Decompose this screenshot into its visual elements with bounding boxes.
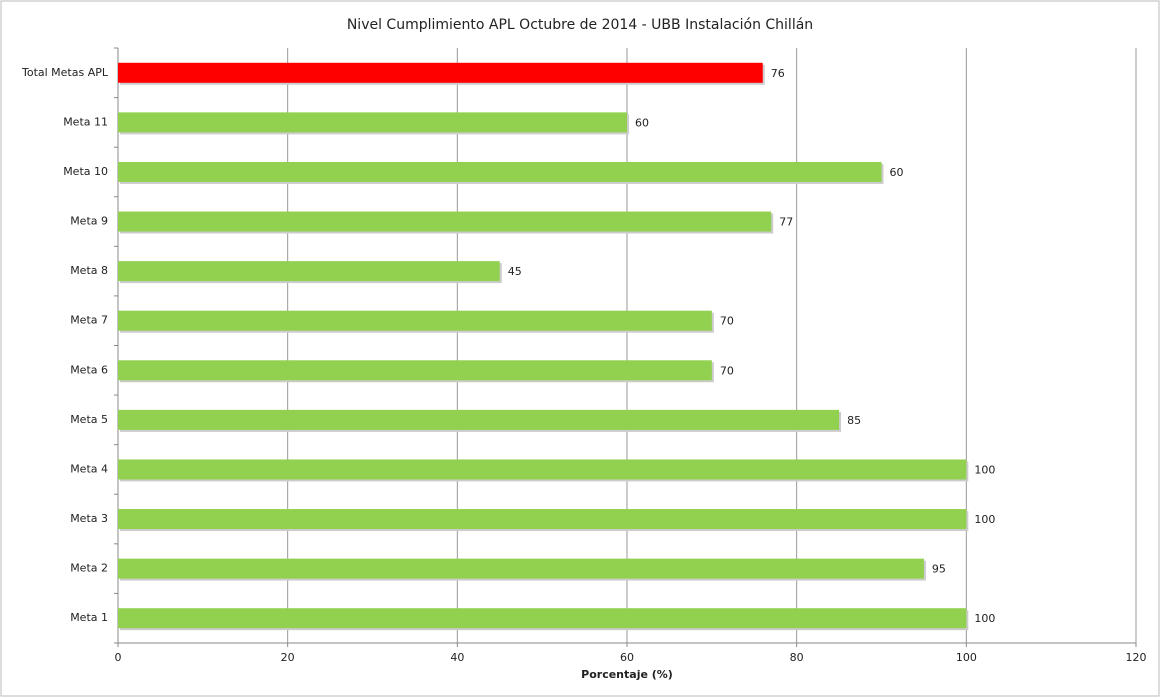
bar [118, 360, 712, 381]
x-tick-label: 60 [620, 651, 634, 664]
y-tick-label: Meta 8 [70, 264, 108, 277]
value-label: 100 [974, 463, 995, 476]
x-tick-label: 80 [790, 651, 804, 664]
x-tick-label: 100 [956, 651, 977, 664]
bar [118, 62, 763, 83]
value-label: 60 [635, 116, 649, 129]
y-tick-label: Meta 10 [63, 165, 108, 178]
value-label: 100 [974, 513, 995, 526]
value-label: 70 [720, 315, 734, 328]
bar [118, 112, 627, 133]
x-tick-label: 0 [115, 651, 122, 664]
y-tick-label: Meta 7 [70, 314, 108, 327]
y-tick-label: Meta 1 [70, 611, 108, 624]
bar [118, 608, 967, 629]
value-label: 77 [779, 216, 793, 229]
value-label: 70 [720, 364, 734, 377]
value-label: 76 [771, 67, 785, 80]
bar [118, 261, 500, 282]
bar [118, 161, 882, 182]
y-tick-label: Meta 2 [70, 562, 108, 575]
y-tick-label: Meta 3 [70, 512, 108, 525]
bar [118, 558, 924, 579]
bar [118, 211, 772, 232]
x-tick-label: 20 [281, 651, 295, 664]
y-tick-label: Total Metas APL [21, 66, 109, 79]
value-label: 60 [890, 166, 904, 179]
y-tick-label: Meta 9 [70, 215, 108, 228]
y-tick-label: Meta 4 [70, 462, 108, 475]
value-label: 100 [974, 612, 995, 625]
bar [118, 409, 840, 430]
value-label: 45 [508, 265, 522, 278]
bar [118, 509, 967, 530]
y-tick-label: Meta 5 [70, 413, 108, 426]
x-tick-label: 40 [450, 651, 464, 664]
bar [118, 459, 967, 480]
x-tick-label: 120 [1126, 651, 1147, 664]
value-label: 85 [847, 414, 861, 427]
y-tick-label: Meta 11 [63, 115, 108, 128]
chart-title: Nivel Cumplimiento APL Octubre de 2014 -… [347, 17, 813, 33]
y-tick-label: Meta 6 [70, 363, 108, 376]
bar [118, 310, 712, 331]
value-label: 95 [932, 563, 946, 576]
x-axis-label: Porcentaje (%) [581, 668, 673, 681]
